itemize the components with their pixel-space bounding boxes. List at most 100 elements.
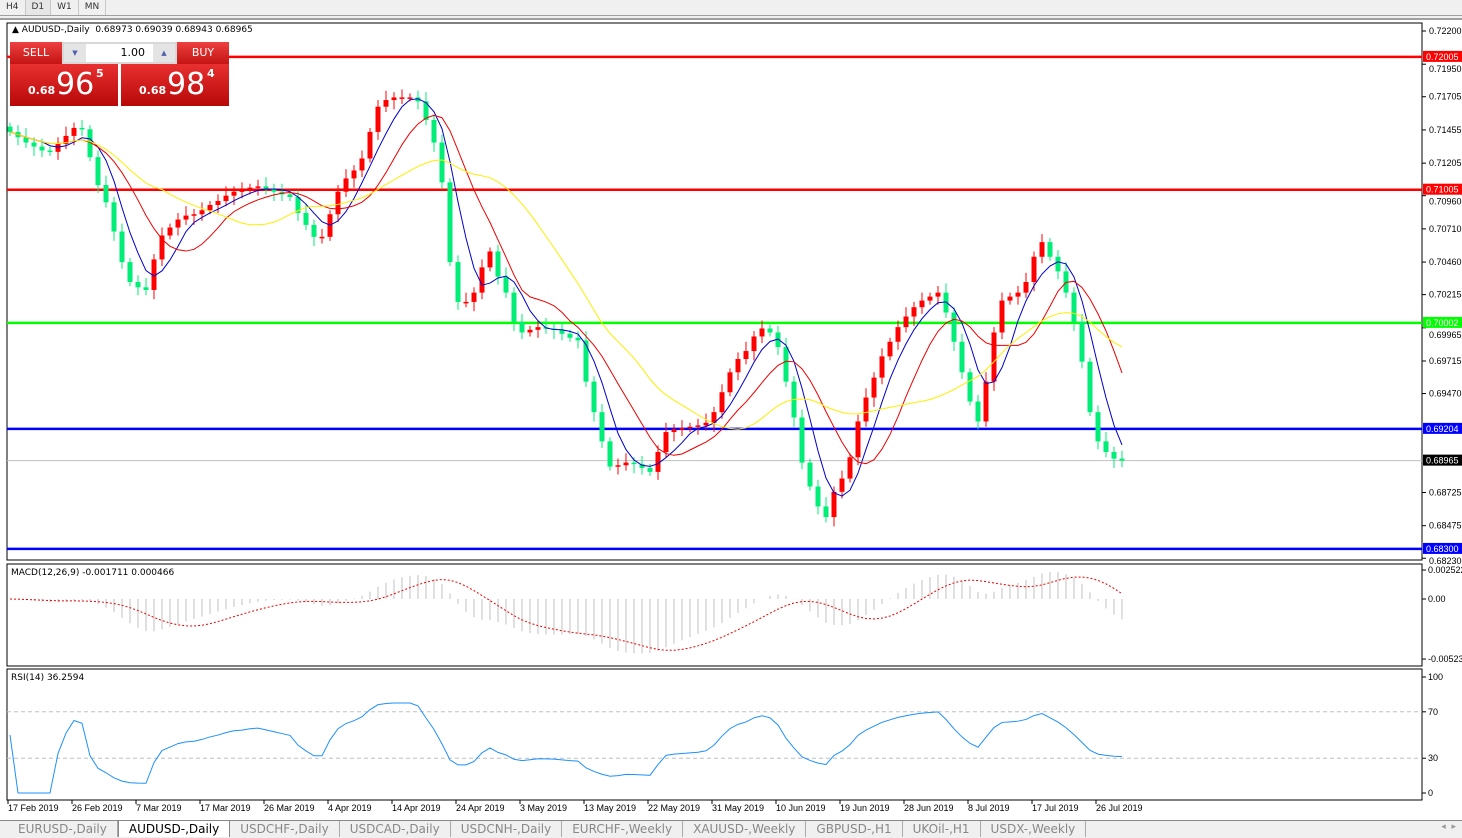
price-tick-label: 0.68725: [1429, 487, 1462, 497]
candle-body: [615, 465, 621, 467]
rsi-line: [9, 702, 1123, 794]
timeframe-toolbar: H4 D1 W1 MN: [0, 0, 1462, 16]
candle-body: [687, 426, 693, 429]
chart-canvas[interactable]: 0.72200 0.71950 0.71705 0.71455 0.71205 0.709…: [0, 20, 1462, 822]
candle-body: [1119, 458, 1125, 461]
candle-body: [927, 296, 933, 301]
rsi-pane-frame: [6, 668, 1423, 801]
candle-body: [367, 131, 373, 159]
candle-body: [191, 214, 197, 216]
candle-body: [519, 321, 525, 333]
price-tick-label: 0.70215: [1429, 290, 1462, 300]
candle-body: [711, 412, 717, 423]
candle-body: [631, 462, 637, 465]
candle-body: [1055, 256, 1061, 272]
candle-body: [319, 236, 325, 239]
tab-gbpusd[interactable]: GBPUSD-,H1: [806, 821, 903, 837]
tab-eurchf[interactable]: EURCHF-,Weekly: [562, 821, 684, 837]
candle-body: [855, 421, 861, 458]
tab-usdcad[interactable]: USDCAD-,Daily: [340, 821, 451, 837]
candle-body: [591, 381, 597, 413]
rsi-tick-label: 100: [1428, 672, 1443, 682]
tab-usdcnh[interactable]: USDCNH-,Daily: [451, 821, 563, 837]
candle-body: [751, 336, 757, 352]
price-tick-label: 0.72200: [1429, 26, 1462, 36]
tab-usdchf[interactable]: USDCHF-,Daily: [230, 821, 340, 837]
price-tick-label: 0.68475: [1429, 521, 1462, 531]
chart-window[interactable]: 0.72200 0.71950 0.71705 0.71455 0.71205 0.709…: [0, 18, 1462, 820]
date-tick-label: 17 Feb 2019: [8, 803, 59, 813]
tab-usdx[interactable]: USDX-,Weekly: [981, 821, 1087, 837]
candle-body: [999, 300, 1005, 333]
rsi-tick-label: 70: [1428, 707, 1438, 717]
candle-body: [215, 200, 221, 205]
tab-xauusd[interactable]: XAUUSD-,Weekly: [683, 821, 807, 837]
candle-body: [247, 187, 253, 191]
candle-body: [463, 301, 469, 304]
main-pane-frame: [6, 22, 1423, 561]
macd-tick-label: 0.002522: [1428, 565, 1462, 575]
moving-average-line: [9, 98, 1123, 497]
level-price-label: 0.68300: [1426, 544, 1459, 554]
candle-body: [911, 307, 917, 317]
candle-body: [439, 142, 445, 183]
price-tick-label: 0.70460: [1429, 257, 1462, 267]
candle-body: [343, 178, 349, 192]
candle-body: [967, 372, 973, 402]
candle-body: [287, 194, 293, 198]
candle-body: [663, 432, 669, 452]
date-tick-label: 31 May 2019: [712, 803, 764, 813]
candle-body: [231, 191, 237, 196]
timeframe-h4[interactable]: H4: [0, 0, 26, 15]
timeframe-mn[interactable]: MN: [79, 0, 107, 15]
tab-audusd[interactable]: AUDUSD-,Daily: [117, 821, 231, 837]
candle-body: [831, 491, 837, 518]
candle-body: [335, 191, 341, 215]
candle-body: [39, 146, 45, 151]
tab-ukoil[interactable]: UKOil-,H1: [903, 821, 981, 837]
lot-decrease-button[interactable]: ▼: [64, 44, 86, 62]
level-price-label: 0.72005: [1426, 52, 1459, 62]
candle-body: [447, 182, 453, 263]
candle-body: [567, 333, 573, 338]
candle-body: [295, 197, 301, 213]
candle-body: [975, 401, 981, 422]
sell-button[interactable]: SELL: [10, 42, 62, 64]
tab-eurusd[interactable]: EURUSD-,Daily: [8, 821, 118, 837]
candle-body: [783, 347, 789, 382]
candle-body: [311, 224, 317, 237]
candle-body: [407, 97, 413, 99]
buy-button[interactable]: BUY: [177, 42, 229, 64]
date-tick-label: 26 Mar 2019: [264, 803, 315, 813]
candle-body: [903, 316, 909, 328]
symbol-label: AUDUSD-,Daily: [21, 25, 90, 35]
timeframe-d1[interactable]: D1: [25, 0, 52, 15]
tab-scroll-arrows[interactable]: ◂ ▸: [1441, 822, 1456, 832]
candle-body: [511, 292, 517, 322]
buy-price-button[interactable]: 0.68 98 4: [121, 64, 229, 106]
date-tick-label: 7 Mar 2019: [136, 803, 182, 813]
candle-body: [759, 328, 765, 337]
moving-average-line: [9, 131, 1123, 430]
sell-price-button[interactable]: 0.68 96 5: [10, 64, 118, 106]
candle-body: [7, 126, 13, 132]
candle-body: [255, 186, 261, 188]
timeframe-w1[interactable]: W1: [51, 0, 79, 15]
candle-body: [167, 227, 173, 236]
lot-size-input[interactable]: ▼ 1.00 ▲: [62, 42, 177, 64]
date-tick-label: 24 Apr 2019: [456, 803, 505, 813]
candle-body: [527, 329, 533, 333]
candle-body: [1071, 292, 1077, 322]
candle-body: [863, 397, 869, 422]
level-price-label: 0.70002: [1426, 318, 1459, 328]
candle-body: [943, 292, 949, 313]
candle-body: [223, 195, 229, 201]
lot-value[interactable]: 1.00: [120, 46, 146, 59]
macd-tick-label: -0.00523: [1428, 654, 1462, 664]
candle-body: [391, 97, 397, 101]
date-tick-label: 13 May 2019: [584, 803, 636, 813]
candle-body: [175, 219, 181, 228]
rsi-label: RSI(14) 36.2594: [11, 673, 85, 683]
lot-increase-button[interactable]: ▲: [153, 44, 175, 62]
buy-price-pip: 4: [207, 67, 215, 80]
